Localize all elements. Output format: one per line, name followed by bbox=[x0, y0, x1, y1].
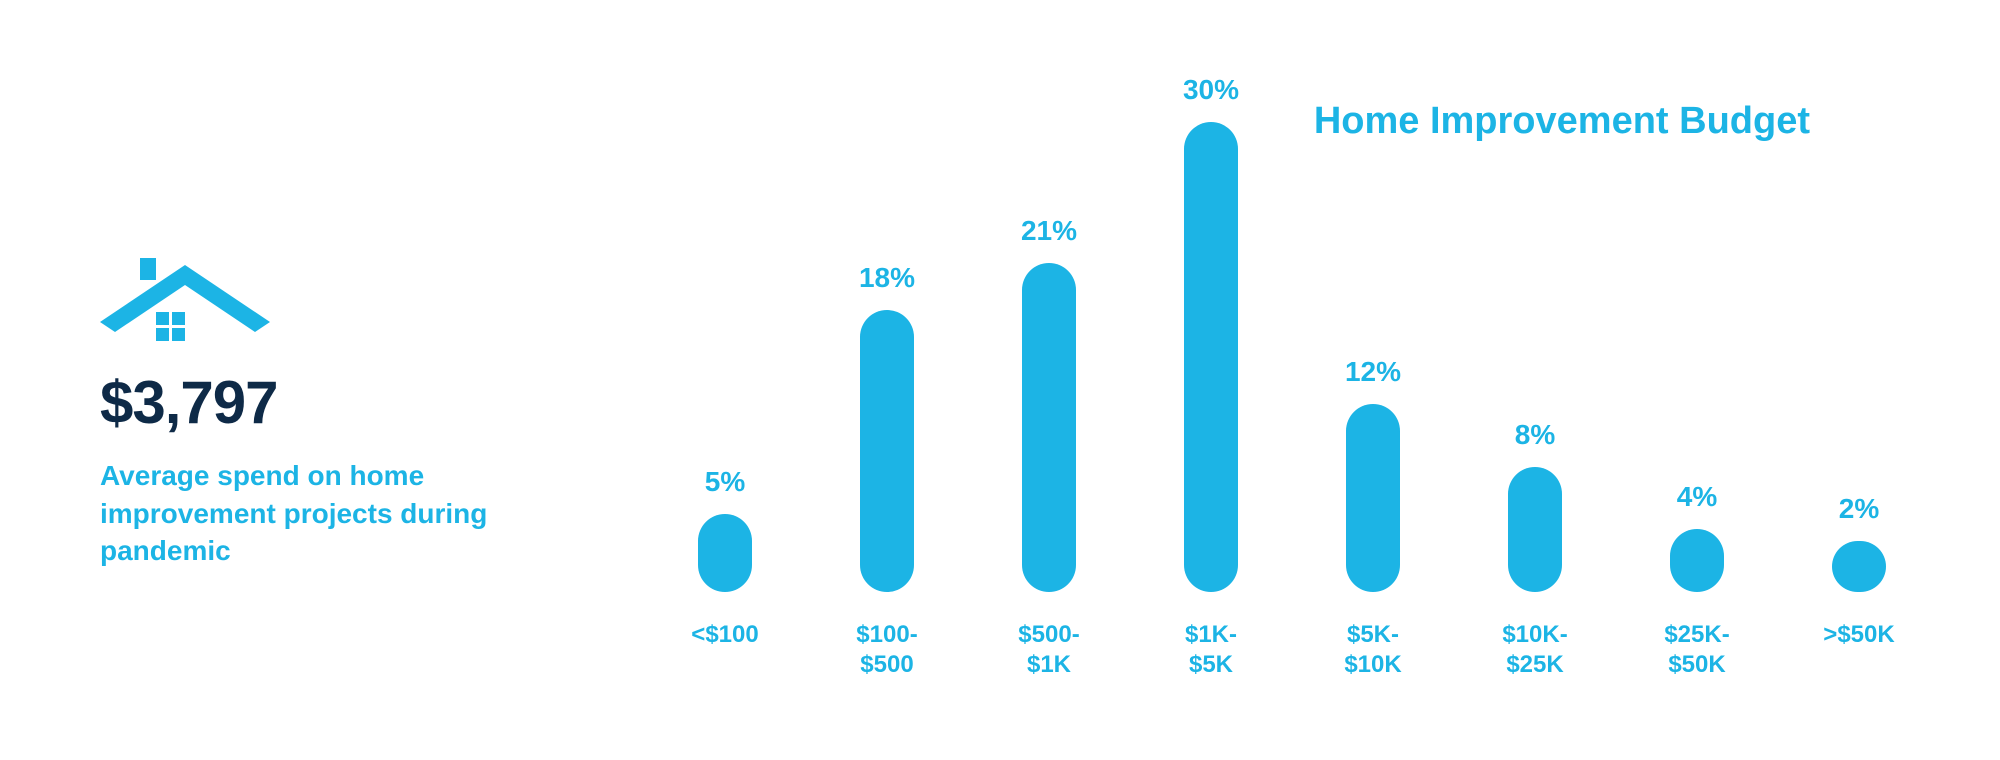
stat-panel: $3,797 Average spend on home improvement… bbox=[100, 40, 584, 720]
bar-value-label: 8% bbox=[1515, 419, 1555, 451]
bar-value-label: 12% bbox=[1345, 356, 1401, 388]
bar-value-label: 21% bbox=[1021, 215, 1077, 247]
bar-value-label: 2% bbox=[1839, 493, 1879, 525]
bar-group: 30% $1K- $5K bbox=[1130, 74, 1292, 680]
bar-value-label: 30% bbox=[1183, 74, 1239, 106]
bar-group: 12% $5K- $10K bbox=[1292, 356, 1454, 680]
bar-value-label: 18% bbox=[859, 262, 915, 294]
house-icon bbox=[100, 250, 584, 355]
bar bbox=[1184, 122, 1238, 592]
bar-category-label: $100- $500 bbox=[856, 620, 917, 680]
bar bbox=[1022, 263, 1076, 592]
bar bbox=[860, 310, 914, 592]
stat-description: Average spend on home improvement projec… bbox=[100, 457, 540, 570]
stat-value: $3,797 bbox=[100, 373, 584, 433]
bar-category-label: >$50K bbox=[1823, 620, 1894, 680]
bar-value-label: 4% bbox=[1677, 481, 1717, 513]
bar bbox=[1508, 467, 1562, 592]
chart-title: Home Improvement Budget bbox=[1314, 100, 1810, 143]
bar-value-label: 5% bbox=[705, 466, 745, 498]
bar-group: 4% $25K- $50K bbox=[1616, 481, 1778, 680]
bar-category-label: $1K- $5K bbox=[1185, 620, 1237, 680]
chart-panel: Home Improvement Budget 5% <$100 18% $100- … bbox=[584, 40, 1940, 720]
bar-category-label: $25K- $50K bbox=[1664, 620, 1729, 680]
bar-group: 18% $100- $500 bbox=[806, 262, 968, 680]
bar bbox=[1346, 404, 1400, 592]
bar-category-label: <$100 bbox=[691, 620, 758, 680]
bar-group: 8% $10K- $25K bbox=[1454, 419, 1616, 680]
bar-category-label: $10K- $25K bbox=[1502, 620, 1567, 680]
bar-category-label: $5K- $10K bbox=[1344, 620, 1401, 680]
bar-category-label: $500- $1K bbox=[1018, 620, 1079, 680]
bar bbox=[1832, 541, 1886, 592]
bar-group: 2% >$50K bbox=[1778, 493, 1940, 680]
bar-group: 21% $500- $1K bbox=[968, 215, 1130, 680]
bar-group: 5% <$100 bbox=[644, 466, 806, 680]
bar bbox=[698, 514, 752, 592]
bar bbox=[1670, 529, 1724, 592]
